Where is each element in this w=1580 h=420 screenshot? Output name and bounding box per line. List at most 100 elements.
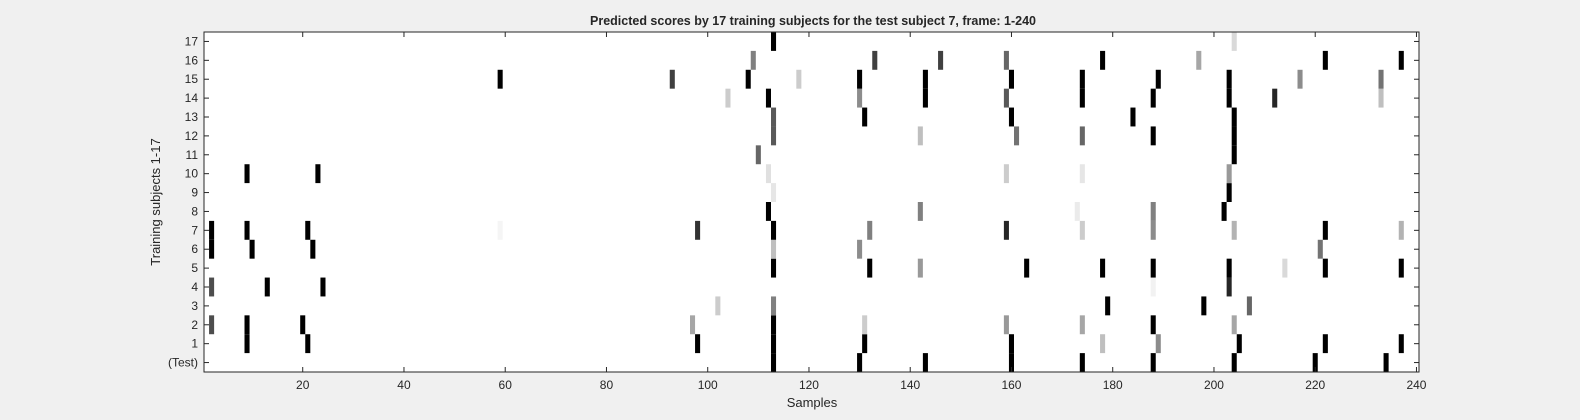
heatmap-cell bbox=[1150, 88, 1156, 108]
heatmap-cell bbox=[771, 183, 777, 202]
heatmap-cell bbox=[872, 50, 878, 70]
x-tick-label: 120 bbox=[799, 378, 819, 392]
y-tick-label: 10 bbox=[185, 167, 199, 181]
heatmap-cell bbox=[1378, 69, 1384, 89]
heatmap-cell bbox=[1201, 296, 1207, 316]
heatmap-cell bbox=[796, 69, 802, 89]
heatmap-cell bbox=[249, 239, 255, 259]
heatmap-cell bbox=[1100, 50, 1106, 70]
heatmap-cells bbox=[209, 32, 1404, 372]
plot-frame bbox=[203, 31, 1420, 373]
heatmap-cell bbox=[715, 296, 721, 316]
heatmap-cell bbox=[1155, 69, 1161, 89]
heatmap-cell bbox=[1008, 353, 1014, 372]
heatmap-cell bbox=[1150, 202, 1156, 221]
heatmap-cell bbox=[1130, 107, 1136, 127]
heatmap-cell bbox=[857, 239, 863, 259]
heatmap-cell bbox=[1322, 334, 1328, 354]
heatmap-cell bbox=[1226, 69, 1232, 89]
heatmap-cell bbox=[1231, 220, 1237, 240]
heatmap-cell bbox=[209, 277, 215, 297]
heatmap-cell bbox=[300, 315, 306, 335]
y-tick-label: 9 bbox=[191, 186, 198, 200]
y-tick-label: 5 bbox=[191, 261, 198, 275]
heatmap-cell bbox=[765, 164, 771, 184]
heatmap-cell bbox=[771, 296, 777, 316]
heatmap-cell bbox=[1378, 88, 1384, 108]
heatmap-cell bbox=[1003, 164, 1009, 184]
heatmap-cell bbox=[771, 220, 777, 240]
heatmap-cell bbox=[771, 239, 777, 259]
heatmap-cell bbox=[1079, 126, 1085, 146]
heatmap-cell bbox=[862, 107, 868, 127]
heatmap-cell bbox=[315, 164, 321, 184]
heatmap-cell bbox=[755, 145, 761, 165]
heatmap-cell bbox=[1079, 353, 1085, 372]
y-axis-label: Training subjects 1-17 bbox=[148, 138, 163, 265]
heatmap-cell bbox=[857, 88, 863, 108]
heatmap-cell bbox=[1282, 258, 1288, 278]
y-tick-label: 12 bbox=[185, 129, 199, 143]
heatmap-cell bbox=[320, 277, 326, 297]
heatmap-cell bbox=[1014, 126, 1020, 146]
heatmap-cell bbox=[750, 50, 756, 70]
heatmap-cell bbox=[765, 88, 771, 108]
y-tick-label: (Test) bbox=[168, 356, 198, 370]
heatmap-cell bbox=[867, 220, 873, 240]
plot-area bbox=[204, 32, 1419, 372]
heatmap-cell bbox=[922, 69, 928, 89]
heatmap-cell bbox=[1196, 50, 1202, 70]
heatmap-cell bbox=[1246, 296, 1252, 316]
heatmap-cell bbox=[1398, 220, 1404, 240]
heatmap-cell bbox=[1398, 50, 1404, 70]
heatmap-cell bbox=[244, 164, 250, 184]
heatmap-cell bbox=[1231, 353, 1237, 372]
heatmap-cell bbox=[244, 334, 250, 354]
x-tick-label: 20 bbox=[296, 378, 310, 392]
heatmap-cell bbox=[917, 126, 923, 146]
x-tick-label: 100 bbox=[698, 378, 718, 392]
heatmap-cell bbox=[305, 220, 311, 240]
heatmap-cell bbox=[1231, 32, 1237, 51]
heatmap-cell bbox=[867, 258, 873, 278]
heatmap-cell bbox=[1150, 315, 1156, 335]
heatmap-cell bbox=[1008, 334, 1014, 354]
heatmap-cell bbox=[690, 315, 696, 335]
heatmap-cell bbox=[857, 69, 863, 89]
heatmap-cell bbox=[1079, 315, 1085, 335]
y-tick-label: 4 bbox=[191, 280, 198, 294]
heatmap-cell bbox=[725, 88, 731, 108]
x-tick-label: 200 bbox=[1204, 378, 1224, 392]
heatmap-cell bbox=[1003, 315, 1009, 335]
heatmap-cell bbox=[922, 88, 928, 108]
heatmap-cell bbox=[1003, 220, 1009, 240]
heatmap-cell bbox=[771, 107, 777, 127]
heatmap-cell bbox=[209, 239, 215, 259]
y-tick-label: 8 bbox=[191, 204, 198, 218]
heatmap-cell bbox=[497, 220, 503, 240]
y-tick-label: 1 bbox=[191, 337, 198, 351]
heatmap-cell bbox=[1003, 88, 1009, 108]
heatmap-cell bbox=[917, 258, 923, 278]
heatmap-cell bbox=[695, 220, 701, 240]
heatmap-cell bbox=[1297, 69, 1303, 89]
heatmap-cell bbox=[771, 126, 777, 146]
x-tick-label: 40 bbox=[397, 378, 411, 392]
y-tick-label: 3 bbox=[191, 299, 198, 313]
heatmap-cell bbox=[1231, 145, 1237, 165]
y-tick-label: 11 bbox=[186, 148, 199, 162]
y-tick-label: 16 bbox=[185, 53, 199, 67]
y-tick-label: 7 bbox=[191, 223, 198, 237]
heatmap-cell bbox=[1312, 353, 1318, 372]
y-tick-label: 15 bbox=[185, 72, 199, 86]
heatmap-cell bbox=[1074, 202, 1080, 221]
y-tick-label: 2 bbox=[191, 318, 198, 332]
x-tick-label: 140 bbox=[900, 378, 920, 392]
heatmap-cell bbox=[1231, 107, 1237, 127]
x-axis: 20 40 60 80 100 120 140 160 180 200 220 240 bbox=[296, 32, 1427, 392]
heatmap-cell bbox=[922, 353, 928, 372]
heatmap-cell bbox=[862, 315, 868, 335]
heatmap-cell bbox=[209, 315, 215, 335]
